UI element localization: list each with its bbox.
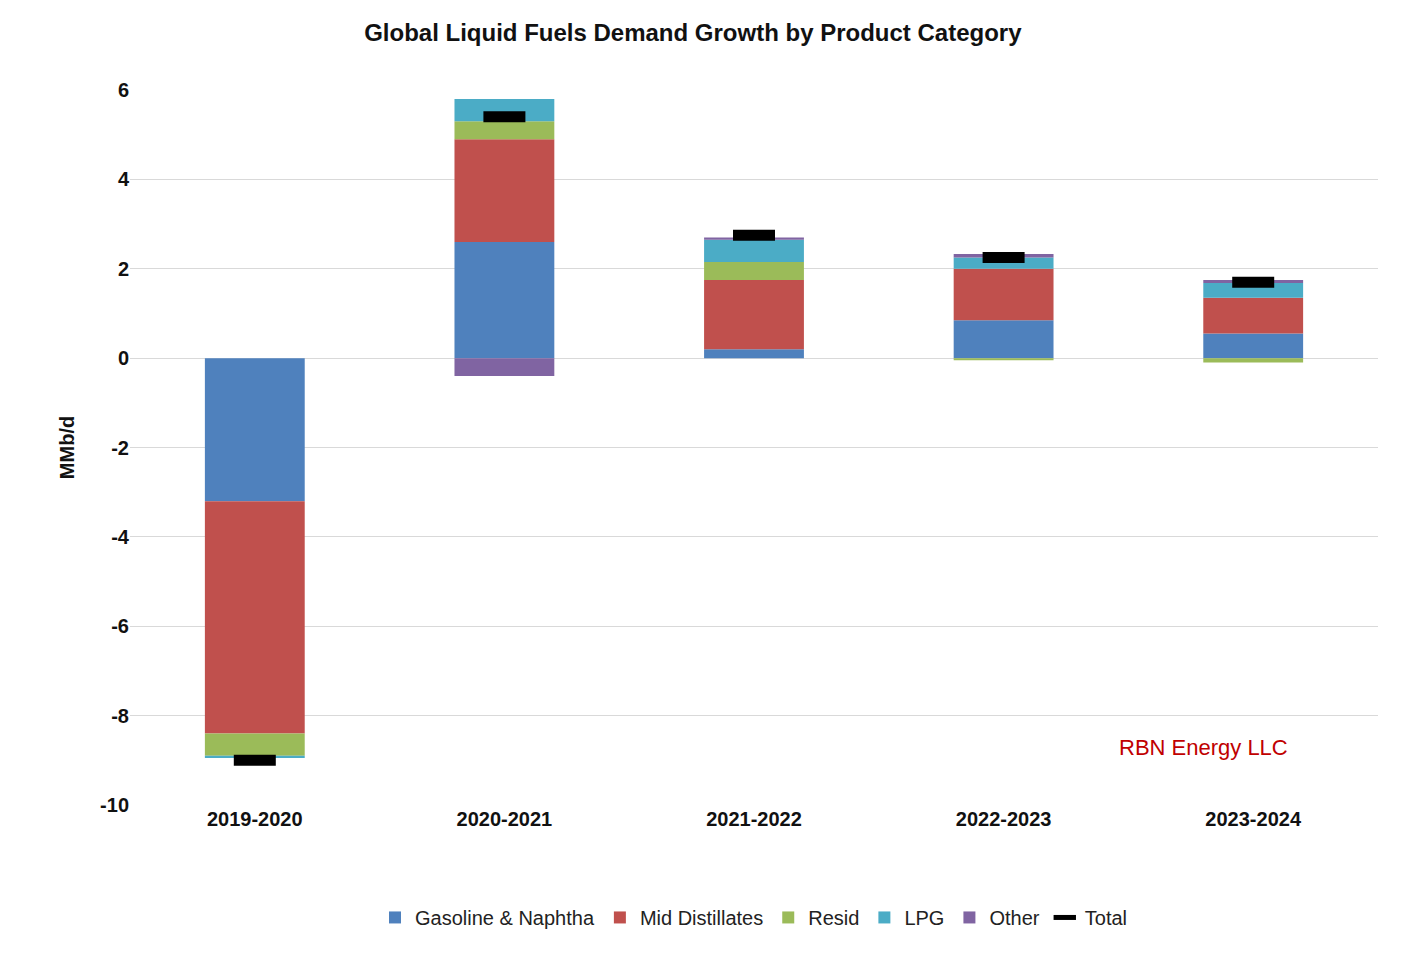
svg-text:2021-2022: 2021-2022 — [706, 808, 802, 830]
svg-text:Gasoline & Naphtha: Gasoline & Naphtha — [415, 907, 595, 929]
svg-text:Global Liquid Fuels Demand Gro: Global Liquid Fuels Demand Growth by Pro… — [364, 19, 1022, 46]
svg-text:4: 4 — [118, 168, 130, 190]
svg-text:2020-2021: 2020-2021 — [457, 808, 553, 830]
svg-text:Mid Distillates: Mid Distillates — [640, 907, 763, 929]
svg-text:Resid: Resid — [808, 907, 859, 929]
svg-text:-8: -8 — [111, 705, 129, 727]
svg-text:-4: -4 — [111, 526, 130, 548]
svg-text:-2: -2 — [111, 437, 129, 459]
svg-text:2: 2 — [118, 258, 129, 280]
svg-text:0: 0 — [118, 347, 129, 369]
svg-text:2023-2024: 2023-2024 — [1205, 808, 1302, 830]
svg-text:2022-2023: 2022-2023 — [956, 808, 1052, 830]
svg-text:RBN Energy LLC: RBN Energy LLC — [1119, 735, 1288, 760]
svg-text:MMb/d: MMb/d — [56, 416, 78, 479]
svg-text:Other: Other — [989, 907, 1039, 929]
svg-text:2019-2020: 2019-2020 — [207, 808, 303, 830]
svg-text:6: 6 — [118, 79, 129, 101]
svg-text:-10: -10 — [100, 794, 129, 816]
svg-text:LPG: LPG — [904, 907, 944, 929]
svg-text:-6: -6 — [111, 615, 129, 637]
svg-text:Total: Total — [1085, 907, 1127, 929]
